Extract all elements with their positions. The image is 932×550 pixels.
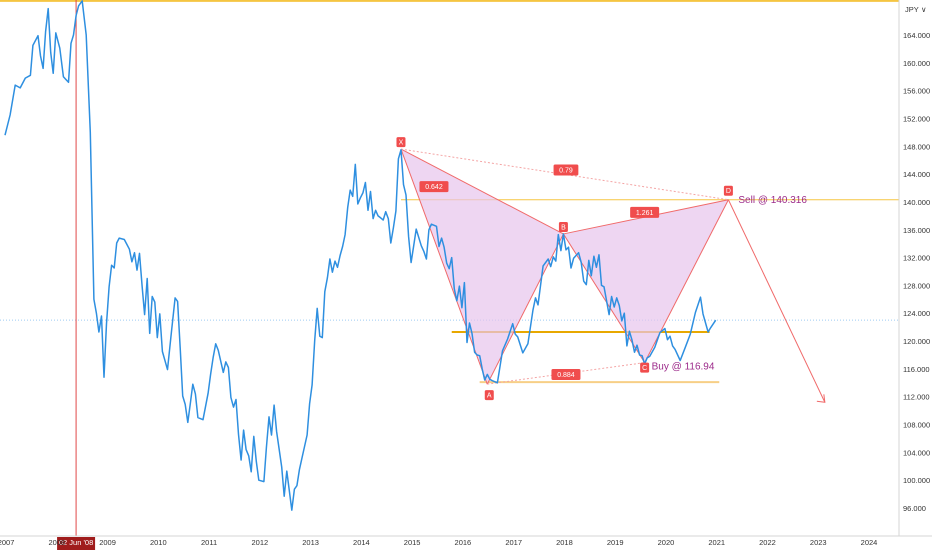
crosshair-date-tag-bg — [57, 537, 96, 550]
price-tick-label: 100.000 — [903, 476, 930, 485]
ratio-badge-label: 0.79 — [559, 167, 573, 174]
price-tick-label: 132.000 — [903, 254, 930, 263]
pattern-ratio-ac — [487, 362, 645, 385]
pattern-point-d-label: D — [726, 188, 731, 195]
time-tick-label: 2023 — [810, 538, 827, 547]
time-tick-label: 2010 — [150, 538, 167, 547]
time-tick-label: 2014 — [353, 538, 370, 547]
buy-annotation: Buy @ 116.94 — [652, 362, 715, 373]
price-tick-label: 140.000 — [903, 198, 930, 207]
time-tick-label: 2017 — [505, 538, 522, 547]
time-tick-label: 2021 — [708, 538, 725, 547]
price-tick-label: 144.000 — [903, 170, 930, 179]
currency-dropdown-icon[interactable]: ∨ — [921, 5, 927, 14]
ratio-badge — [553, 164, 579, 176]
pattern-triangle-xab — [400, 149, 564, 385]
time-tick-label: 2009 — [99, 538, 116, 547]
pattern-leg-ab — [486, 233, 564, 385]
currency-label[interactable]: JPY — [905, 5, 919, 14]
pattern-leg-xb — [400, 148, 564, 235]
price-tick-label: 148.000 — [903, 142, 930, 151]
time-tick-label: 2012 — [252, 538, 269, 547]
crosshair-date-tag: 02 Jun '08 — [59, 538, 93, 547]
price-axis-bg — [899, 0, 932, 550]
price-tick-label: 128.000 — [903, 281, 930, 290]
pattern-point-a-label: A — [487, 393, 492, 400]
time-tick-label: 2008 — [48, 538, 65, 547]
projection-arrow-line — [727, 199, 826, 403]
time-axis[interactable]: 2007 2008 2009 2010 2011 2012 2013 2014 2015 2016… — [0, 535, 932, 547]
price-tick-label: 160.000 — [903, 59, 930, 68]
pattern-triangle-bcd — [563, 199, 729, 363]
price-tick-label: 152.000 — [903, 114, 930, 123]
price-tick-label: 136.000 — [903, 226, 930, 235]
pattern-point-x-label: X — [399, 140, 404, 147]
time-tick-label: 2018 — [556, 538, 573, 547]
pattern-point-c-label: C — [642, 365, 647, 372]
price-tick-label: 96.000 — [903, 504, 926, 513]
time-tick-label: 2020 — [658, 538, 675, 547]
pattern-point-d-marker — [723, 185, 733, 196]
price-tick-label: 164.000 — [903, 31, 930, 40]
projection-arrow-head — [816, 394, 826, 403]
pattern-point-b-marker — [558, 221, 568, 232]
price-series-line — [4, 0, 717, 511]
pattern-point-b-label: B — [561, 224, 566, 231]
time-tick-label: 2015 — [404, 538, 421, 547]
ratio-badge — [630, 206, 660, 218]
time-tick-label: 2007 — [0, 538, 14, 547]
price-tick-label: 112.000 — [903, 393, 930, 402]
time-tick-label: 2022 — [759, 538, 776, 547]
price-tick-label: 156.000 — [903, 87, 930, 96]
ratio-badge-label: 0.642 — [425, 184, 443, 191]
pattern-point-c-marker — [640, 362, 650, 373]
ratio-badge — [551, 368, 581, 380]
time-tick-label: 2011 — [201, 538, 217, 547]
time-tick-label: 2024 — [861, 538, 878, 547]
ratio-badge-label: 1.261 — [636, 210, 654, 217]
price-tick-label: 116.000 — [903, 365, 930, 374]
time-tick-label: 2013 — [302, 538, 319, 547]
time-tick-label: 2019 — [607, 538, 624, 547]
ratio-badge — [419, 181, 449, 193]
price-tick-label: 108.000 — [903, 421, 930, 430]
sell-annotation: Sell @ 140.316 — [738, 195, 807, 206]
time-tick-label: 2016 — [455, 538, 472, 547]
price-tick-label: 104.000 — [903, 448, 930, 457]
pattern-point-a-marker — [484, 390, 494, 401]
ratio-badge-label: 0.884 — [557, 372, 575, 379]
pattern-point-x-marker — [396, 137, 406, 148]
price-tick-label: 124.000 — [903, 309, 930, 318]
price-axis[interactable]: 96.000 100.000 104.000 108.000 112.000 116.00… — [898, 0, 932, 550]
price-tick-label: 120.000 — [903, 337, 930, 346]
